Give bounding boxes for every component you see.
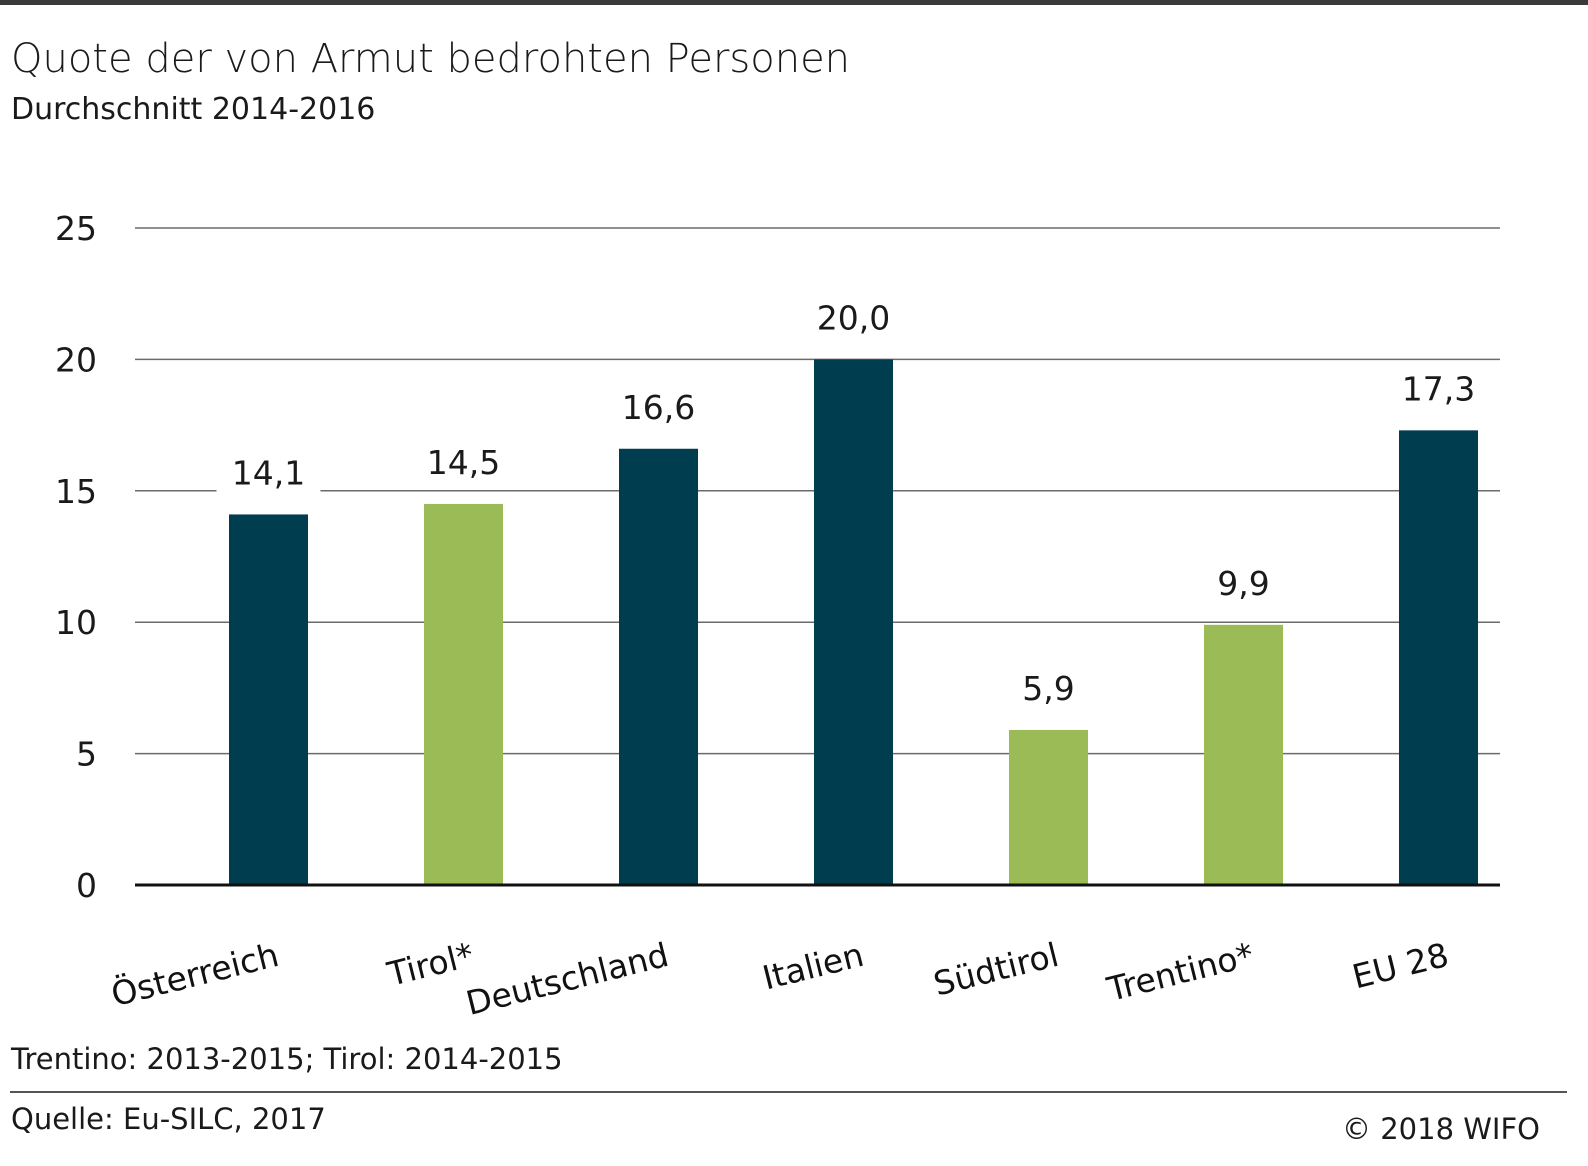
bar <box>814 359 893 885</box>
value-label: 16,6 <box>622 388 695 427</box>
source-text: Quelle: Eu-SILC, 2017 <box>11 1102 326 1136</box>
category-label: Österreich <box>107 934 282 1014</box>
bar <box>1399 430 1478 885</box>
value-labels: 14,1 14,5 16,6 20,0 5,9 9,9 17,3 <box>216 298 1491 712</box>
value-label: 14,1 <box>232 453 305 492</box>
value-label-background <box>801 299 906 342</box>
copyright-text: © 2018 WIFO <box>1342 1112 1540 1146</box>
y-tick-label: 10 <box>55 603 97 642</box>
bar <box>424 503 503 885</box>
value-label: 5,9 <box>1022 669 1074 708</box>
category-label: Deutschland <box>462 935 672 1023</box>
y-tick-label: 20 <box>55 340 97 379</box>
top-rule <box>0 0 1588 5</box>
y-tick-label: 25 <box>55 209 97 248</box>
value-label-background <box>1191 564 1296 607</box>
value-label-background <box>216 454 321 497</box>
category-label: Südtirol <box>930 935 1063 1004</box>
bar <box>1204 624 1283 885</box>
y-axis-ticks: 0 5 10 15 20 25 <box>55 209 97 905</box>
footnote: Trentino: 2013-2015; Tirol: 2014-2015 <box>11 1042 563 1076</box>
bar <box>619 448 698 885</box>
chart-title: Quote der von Armut bedrohten Personen <box>11 36 851 82</box>
category-label: Italien <box>759 935 868 998</box>
value-label-background <box>996 669 1101 712</box>
bar-chart: 0 5 10 15 20 25 14,1 14,5 16,6 20,0 5,9 9,9 17,3 Ös… <box>55 209 1500 1023</box>
category-labels: Österreich Tirol*Deutschland Italien Südtir… <box>107 934 1452 1023</box>
y-tick-label: 0 <box>76 866 97 905</box>
bottom-rule <box>10 1091 1567 1093</box>
value-label: 9,9 <box>1217 564 1269 603</box>
bar <box>1009 729 1088 885</box>
value-label: 17,3 <box>1402 369 1475 408</box>
value-label-background <box>411 443 516 486</box>
value-label-background <box>1386 370 1491 413</box>
y-tick-label: 5 <box>76 735 97 774</box>
category-label: Trentino* <box>1102 935 1257 1009</box>
chart-subtitle: Durchschnitt 2014-2016 <box>11 92 376 127</box>
value-label-background <box>606 388 711 431</box>
bar <box>229 514 308 885</box>
category-label: EU 28 <box>1348 935 1452 996</box>
value-label: 20,0 <box>817 298 890 337</box>
value-label: 14,5 <box>427 443 500 482</box>
y-tick-label: 15 <box>55 472 97 511</box>
bars <box>229 359 1478 885</box>
